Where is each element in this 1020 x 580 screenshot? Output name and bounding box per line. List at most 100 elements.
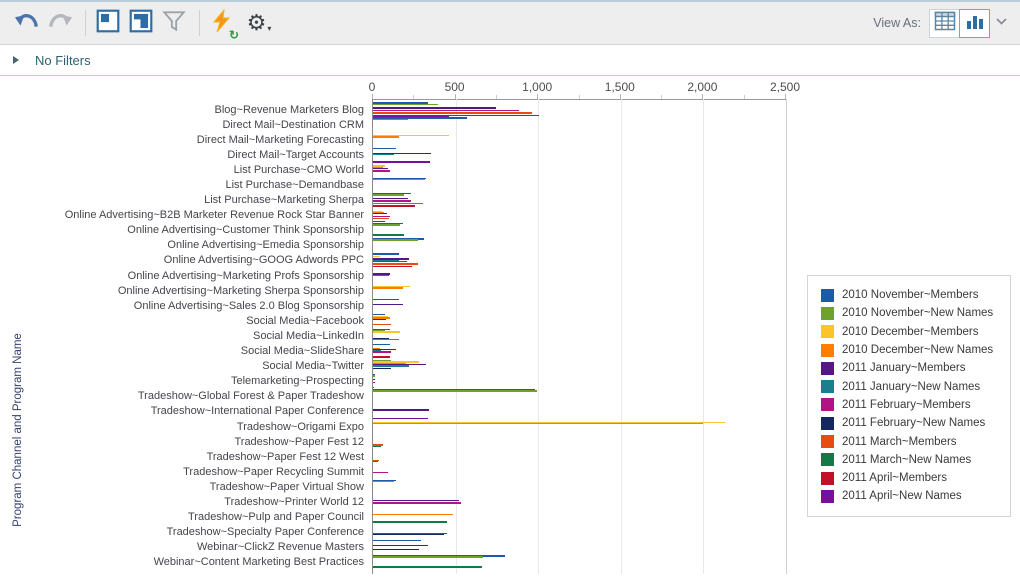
bar[interactable] [373,532,447,534]
bar[interactable] [373,107,497,109]
bar[interactable] [373,390,538,392]
bar[interactable] [373,211,384,214]
bar[interactable] [373,116,449,118]
bar[interactable] [373,287,403,289]
view-as-table-button[interactable] [929,8,960,38]
bar[interactable] [373,165,385,167]
bar[interactable] [373,286,411,288]
bar[interactable] [373,502,461,504]
bar[interactable] [373,274,389,277]
filters-expander-icon[interactable] [13,56,19,64]
bar[interactable] [373,313,385,316]
bar[interactable] [373,338,400,341]
bar[interactable] [373,166,383,168]
bar[interactable] [373,548,420,551]
bar[interactable] [373,112,533,114]
bar[interactable] [373,218,389,220]
bar[interactable] [373,533,445,536]
bar[interactable] [373,202,423,205]
bar[interactable] [373,343,391,346]
bar[interactable] [373,330,386,332]
bar[interactable] [373,379,375,381]
bar[interactable] [373,255,381,258]
bar[interactable] [373,445,382,448]
bar[interactable] [373,363,426,366]
bar[interactable] [373,135,449,137]
bar[interactable] [373,273,390,275]
bar[interactable] [373,360,392,362]
bar[interactable] [373,318,387,321]
bar[interactable] [373,234,404,236]
settings-button[interactable]: ⚙ ▾ [240,8,278,38]
bar[interactable] [373,513,454,516]
bar[interactable] [373,540,421,542]
bar[interactable] [373,298,400,300]
bar[interactable] [373,136,400,138]
bar[interactable] [373,210,383,212]
bar[interactable] [373,259,399,261]
bar[interactable] [373,323,392,326]
filter-button[interactable] [159,8,189,38]
bar[interactable] [373,265,412,268]
bar[interactable] [373,103,439,105]
filters-label[interactable]: No Filters [35,52,91,68]
bar[interactable] [373,351,392,353]
bar[interactable] [373,316,388,318]
bar[interactable] [373,220,386,222]
bar[interactable] [373,192,411,195]
bar[interactable] [373,253,400,255]
bar[interactable] [373,328,390,331]
bar[interactable] [373,362,407,365]
bar[interactable] [373,205,416,207]
bar[interactable] [373,347,380,349]
bar[interactable] [373,459,379,461]
bar[interactable] [373,215,390,217]
bar[interactable] [373,179,426,181]
bar[interactable] [373,444,383,446]
bar[interactable] [373,303,403,305]
bar[interactable] [373,177,426,180]
view-as-chart-button[interactable] [959,8,990,38]
bar[interactable] [373,480,395,483]
bar[interactable] [373,545,428,547]
bar[interactable] [373,499,459,502]
bar[interactable] [373,239,418,241]
bar[interactable] [373,117,468,119]
bar[interactable] [373,555,506,557]
bar[interactable] [373,258,409,260]
bar[interactable] [373,263,419,265]
bar[interactable] [373,421,725,424]
bar[interactable] [373,479,397,482]
bar[interactable] [373,161,430,163]
bar[interactable] [373,223,403,225]
bar[interactable] [373,102,428,104]
redo-button[interactable] [45,8,75,38]
bar[interactable] [373,418,428,420]
bar[interactable] [373,152,431,155]
bar[interactable] [373,197,408,200]
bar[interactable] [373,331,401,333]
bar[interactable] [373,375,375,377]
bar[interactable] [373,109,520,112]
bar[interactable] [373,194,405,196]
bar[interactable] [373,153,395,156]
bar[interactable] [373,472,388,474]
bar[interactable] [373,350,382,352]
bar[interactable] [373,556,483,558]
undo-button[interactable] [12,8,42,38]
layout-left-panel-button[interactable] [93,8,123,38]
run-refresh-button[interactable]: ↻ [207,7,239,41]
bar[interactable] [373,409,430,411]
bar[interactable] [373,238,425,240]
view-as-dropdown-button[interactable] [995,14,1008,32]
bar[interactable] [373,423,704,425]
bar[interactable] [373,361,420,363]
bar[interactable] [373,566,483,568]
bar[interactable] [373,374,376,376]
bar[interactable] [373,200,411,202]
bar[interactable] [373,147,397,150]
bar[interactable] [373,367,392,370]
bar[interactable] [373,260,407,263]
bar[interactable] [373,386,375,388]
layout-top-panel-button[interactable] [126,8,156,38]
